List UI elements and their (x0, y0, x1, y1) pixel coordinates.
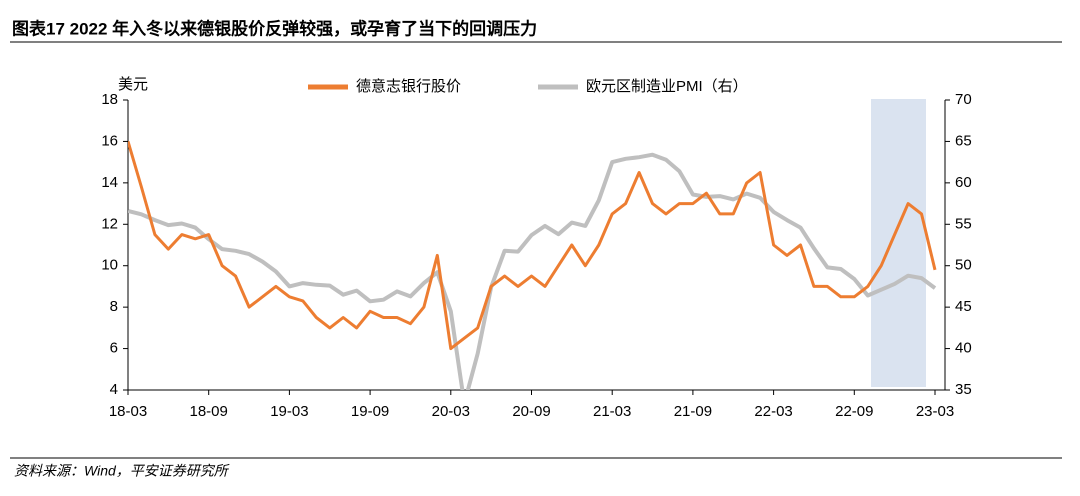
x-tick-label: 22-03 (754, 403, 792, 420)
y-tick-label: 16 (101, 132, 118, 149)
series-line (128, 152, 937, 390)
x-tick-label: 18-09 (190, 403, 228, 420)
y2-tick-label: 65 (955, 132, 972, 149)
y2-tick-label: 35 (955, 381, 972, 398)
legend-label: 德意志银行股价 (356, 77, 461, 95)
series-line (128, 140, 937, 351)
x-tick-label: 20-03 (432, 403, 470, 420)
y2-tick-label: 45 (955, 298, 972, 315)
x-tick-label: 20-09 (512, 403, 550, 420)
x-tick-label: 23-03 (916, 403, 954, 420)
x-tick-label: 21-03 (593, 403, 631, 420)
legend-label: 欧元区制造业PMI（右） (586, 78, 748, 95)
highlight-band (871, 99, 926, 387)
y-tick-label: 10 (101, 257, 118, 274)
y-tick-label: 4 (110, 381, 118, 398)
y-tick-label: 18 (101, 91, 118, 108)
y-tick-label: 14 (101, 174, 118, 191)
y-tick-label: 12 (101, 215, 118, 232)
chart-title: 图表17 2022 年入冬以来德银股价反弹较强，或孕育了当下的回调压力 (12, 18, 537, 38)
y2-tick-label: 55 (955, 215, 972, 232)
x-tick-label: 19-03 (270, 403, 308, 420)
x-tick-label: 22-09 (835, 403, 873, 420)
x-tick-label: 21-09 (674, 403, 712, 420)
y2-tick-label: 40 (955, 340, 972, 357)
y-axis-label: 美元 (118, 76, 148, 93)
y2-tick-label: 60 (955, 174, 972, 191)
y2-tick-label: 50 (955, 257, 972, 274)
y-tick-label: 6 (110, 340, 118, 357)
y2-tick-label: 70 (955, 91, 972, 108)
source: 资料来源：Wind，平安证券研究所 (14, 463, 230, 479)
x-tick-label: 19-09 (351, 403, 389, 420)
y-tick-label: 8 (110, 298, 118, 315)
x-tick-label: 18-03 (109, 403, 147, 420)
